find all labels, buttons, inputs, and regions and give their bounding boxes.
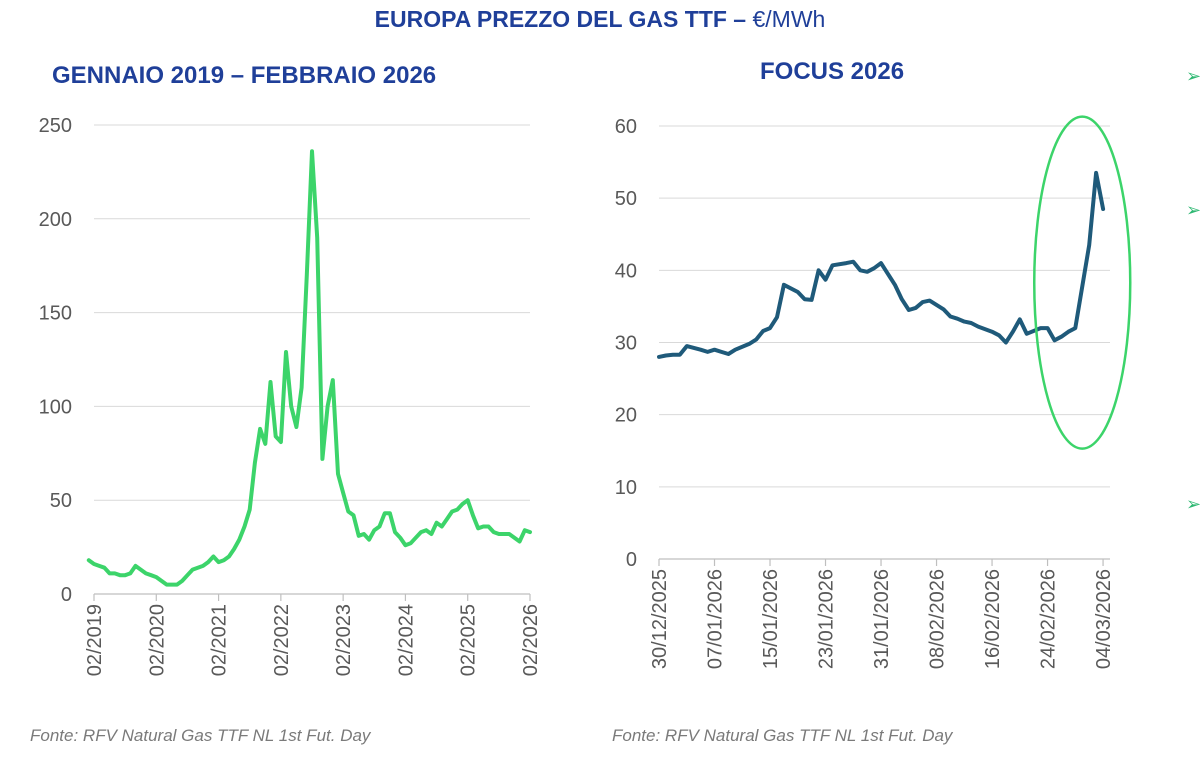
bullet-arrow-icon: ➢ (1186, 66, 1200, 86)
y-tick-label: 0 (626, 549, 637, 571)
x-tick-label: 04/03/2026 (1093, 569, 1115, 669)
x-tick-label: 24/02/2026 (1038, 569, 1060, 669)
y-tick-label: 60 (615, 116, 637, 138)
x-tick-label: 30/12/2025 (649, 569, 671, 669)
right-source-note: Fonte: RFV Natural Gas TTF NL 1st Fut. D… (612, 726, 953, 745)
right-chart: 0 10 20 30 40 50 60 30/12/2025 07/01/2026 15/01/2… (615, 115, 1132, 669)
left-chart: 0 50 100 150 200 250 02/2019 02/2020 02/2021 02/2… (39, 115, 542, 676)
y-tick-label: 50 (50, 490, 72, 512)
left-source-note: Fonte: RFV Natural Gas TTF NL 1st Fut. D… (30, 726, 371, 745)
y-tick-label: 50 (615, 188, 637, 210)
bullet-arrow-icon: ➢ (1186, 494, 1200, 514)
series-line (86, 149, 532, 587)
main-title-text: EUROPA PREZZO DEL GAS TTF – (374, 6, 753, 32)
y-tick-label: 0 (61, 584, 72, 606)
x-tick-label: 02/2021 (209, 604, 231, 676)
y-tick-label: 150 (39, 303, 72, 325)
main-title-unit: €/MWh (752, 6, 826, 32)
y-tick-label: 40 (615, 260, 637, 282)
series-line (657, 170, 1106, 359)
left-chart-title: GENNAIO 2019 – FEBBRAIO 2026 (52, 62, 437, 89)
x-tick-label: 08/02/2026 (927, 569, 949, 669)
x-tick-label: 16/02/2026 (982, 569, 1004, 669)
right-chart-title: FOCUS 2026 (760, 58, 905, 85)
x-tick-label: 02/2022 (271, 604, 293, 676)
x-tick-label: 31/01/2026 (871, 569, 893, 669)
y-tick-label: 10 (615, 477, 637, 499)
y-tick-label: 250 (39, 115, 72, 137)
y-tick-label: 30 (615, 333, 637, 355)
y-tick-label: 200 (39, 209, 72, 231)
x-tick-label: 02/2026 (520, 604, 542, 676)
x-tick-label: 02/2019 (84, 604, 106, 676)
y-tick-label: 100 (39, 396, 72, 418)
x-tick-label: 07/01/2026 (705, 569, 727, 669)
x-tick-label: 02/2020 (146, 604, 168, 676)
x-tick-label: 02/2025 (458, 604, 480, 676)
highlight-ellipse (1032, 115, 1132, 450)
bullet-arrow-icon: ➢ (1186, 200, 1200, 220)
main-title: EUROPA PREZZO DEL GAS TTF – €/MWh (0, 6, 1200, 33)
x-tick-label: 23/01/2026 (816, 569, 838, 669)
y-tick-label: 20 (615, 405, 637, 427)
x-tick-label: 02/2024 (395, 604, 417, 676)
x-tick-label: 15/01/2026 (760, 569, 782, 669)
x-tick-label: 02/2023 (333, 604, 355, 676)
